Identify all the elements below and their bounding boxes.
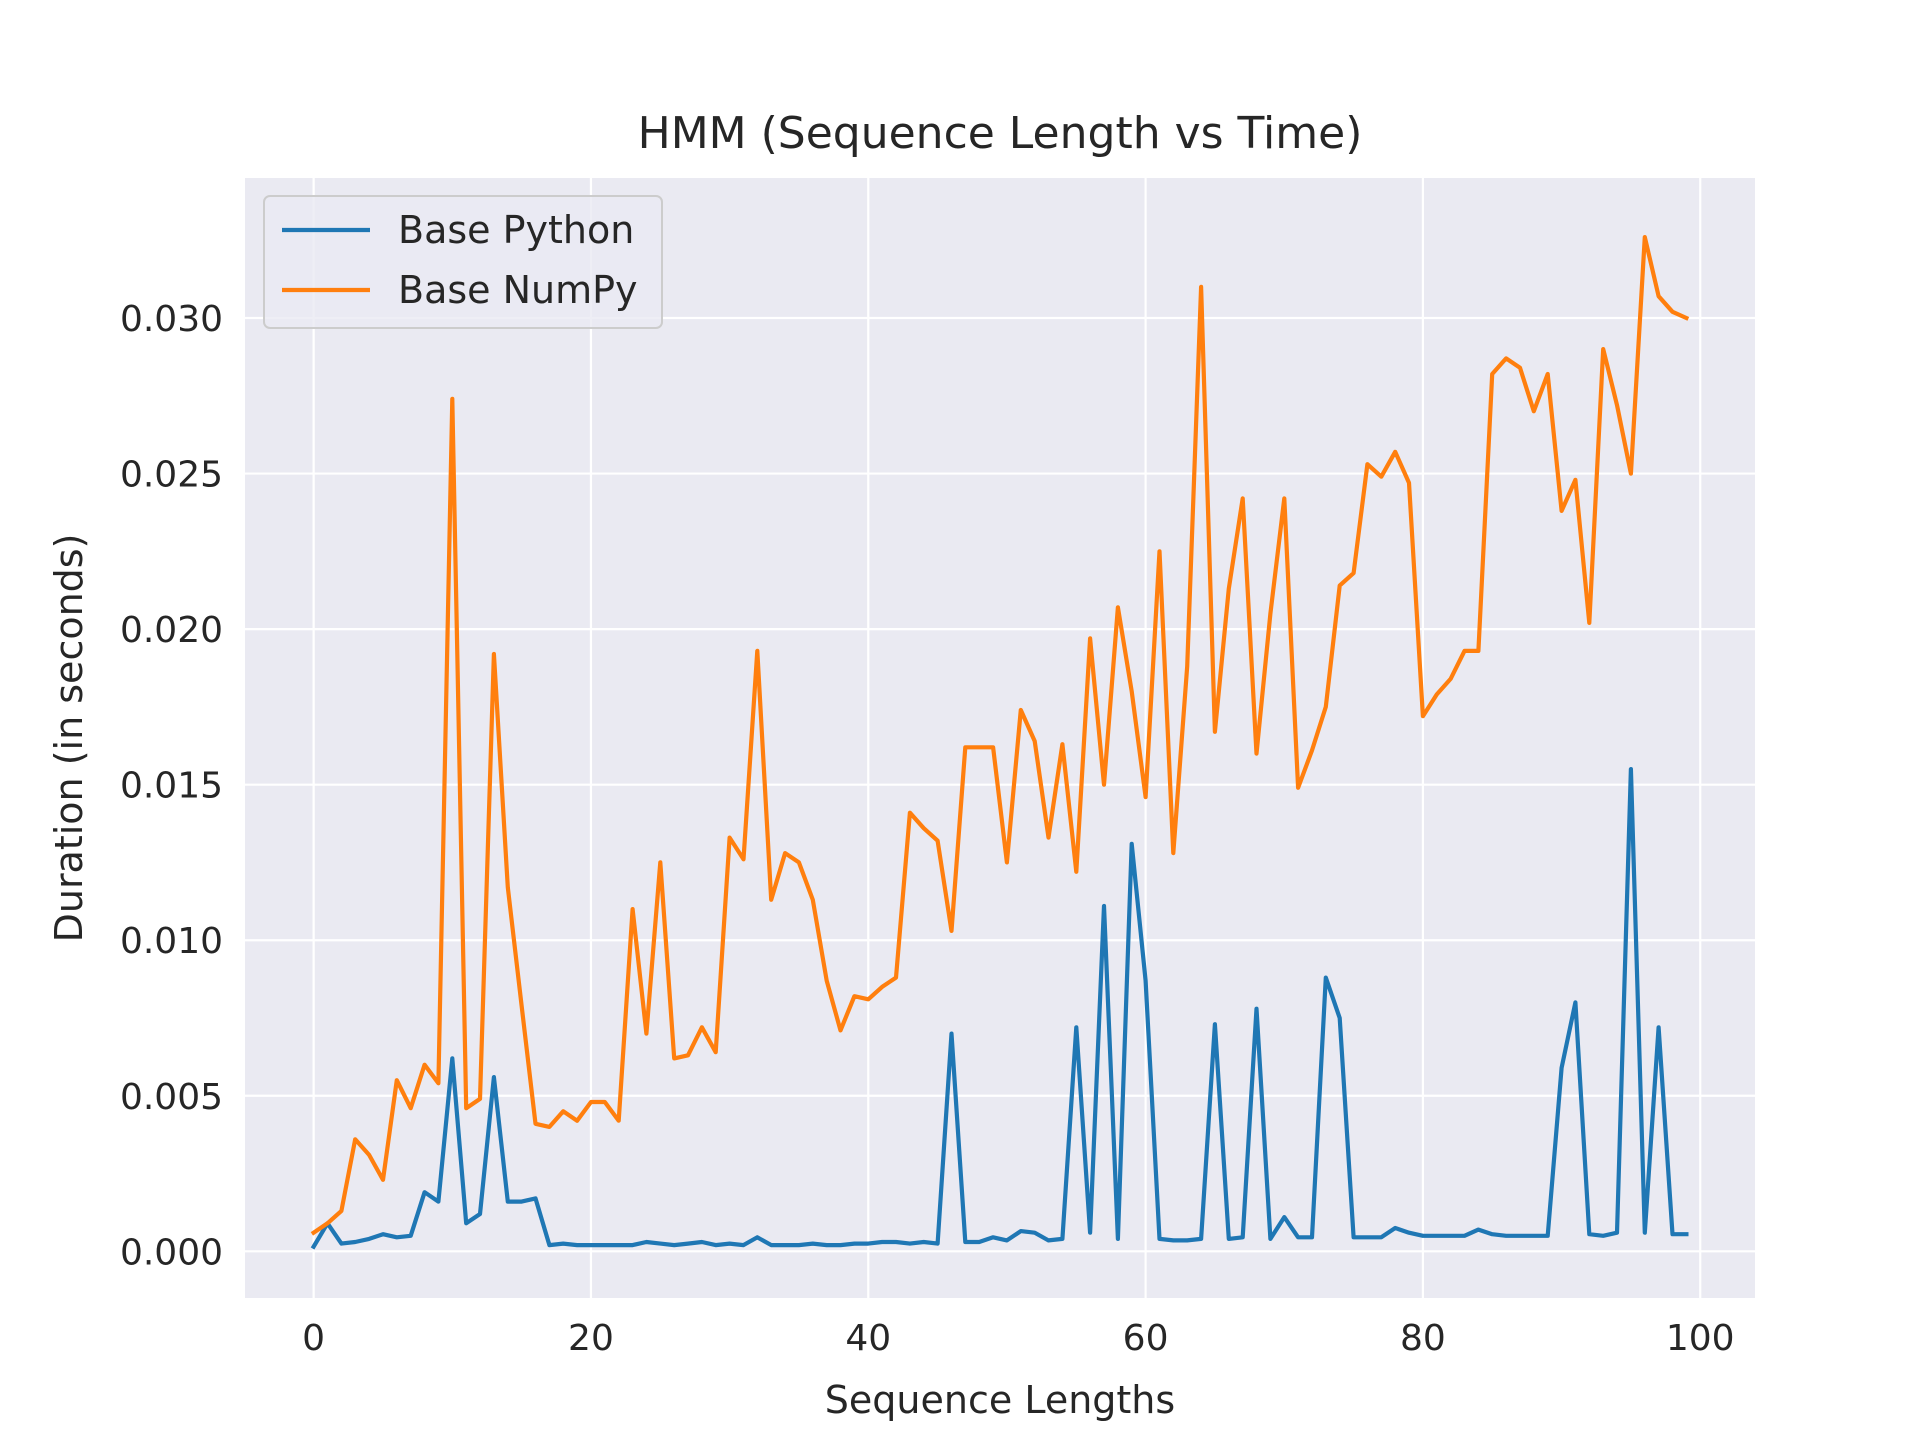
series-line-base-python bbox=[310, 766, 1689, 1250]
x-axis-label: Sequence Lengths bbox=[825, 1378, 1175, 1422]
legend-label: Base Python bbox=[398, 208, 634, 252]
y-tick-label: 0.000 bbox=[120, 1232, 223, 1273]
x-tick-label: 0 bbox=[302, 1318, 325, 1359]
y-tick-label: 0.020 bbox=[120, 610, 223, 651]
y-axis-label: Duration (in seconds) bbox=[47, 534, 91, 943]
x-tick-label: 40 bbox=[845, 1318, 891, 1359]
series-layer bbox=[310, 235, 1690, 1250]
plot-background bbox=[245, 178, 1755, 1298]
legend-label: Base NumPy bbox=[398, 268, 638, 312]
legend: Base Python Base NumPy bbox=[263, 195, 663, 329]
x-tick-label: 20 bbox=[568, 1318, 614, 1359]
x-tick-label: 60 bbox=[1123, 1318, 1169, 1359]
y-tick-label: 0.010 bbox=[120, 921, 223, 962]
x-tick-label: 80 bbox=[1400, 1318, 1446, 1359]
chart-title: HMM (Sequence Length vs Time) bbox=[638, 108, 1363, 159]
y-tick-label: 0.025 bbox=[120, 455, 223, 496]
y-tick-label: 0.015 bbox=[120, 766, 223, 807]
ticks: 0 20 40 60 80 100 0.000 0.005 0.010 0.015 0.020 0.0… bbox=[120, 299, 1735, 1359]
grid bbox=[245, 178, 1755, 1298]
y-tick-label: 0.005 bbox=[120, 1077, 223, 1118]
x-tick-label: 100 bbox=[1666, 1318, 1735, 1359]
series-line-base-numpy bbox=[310, 235, 1690, 1236]
y-tick-label: 0.030 bbox=[120, 299, 223, 340]
